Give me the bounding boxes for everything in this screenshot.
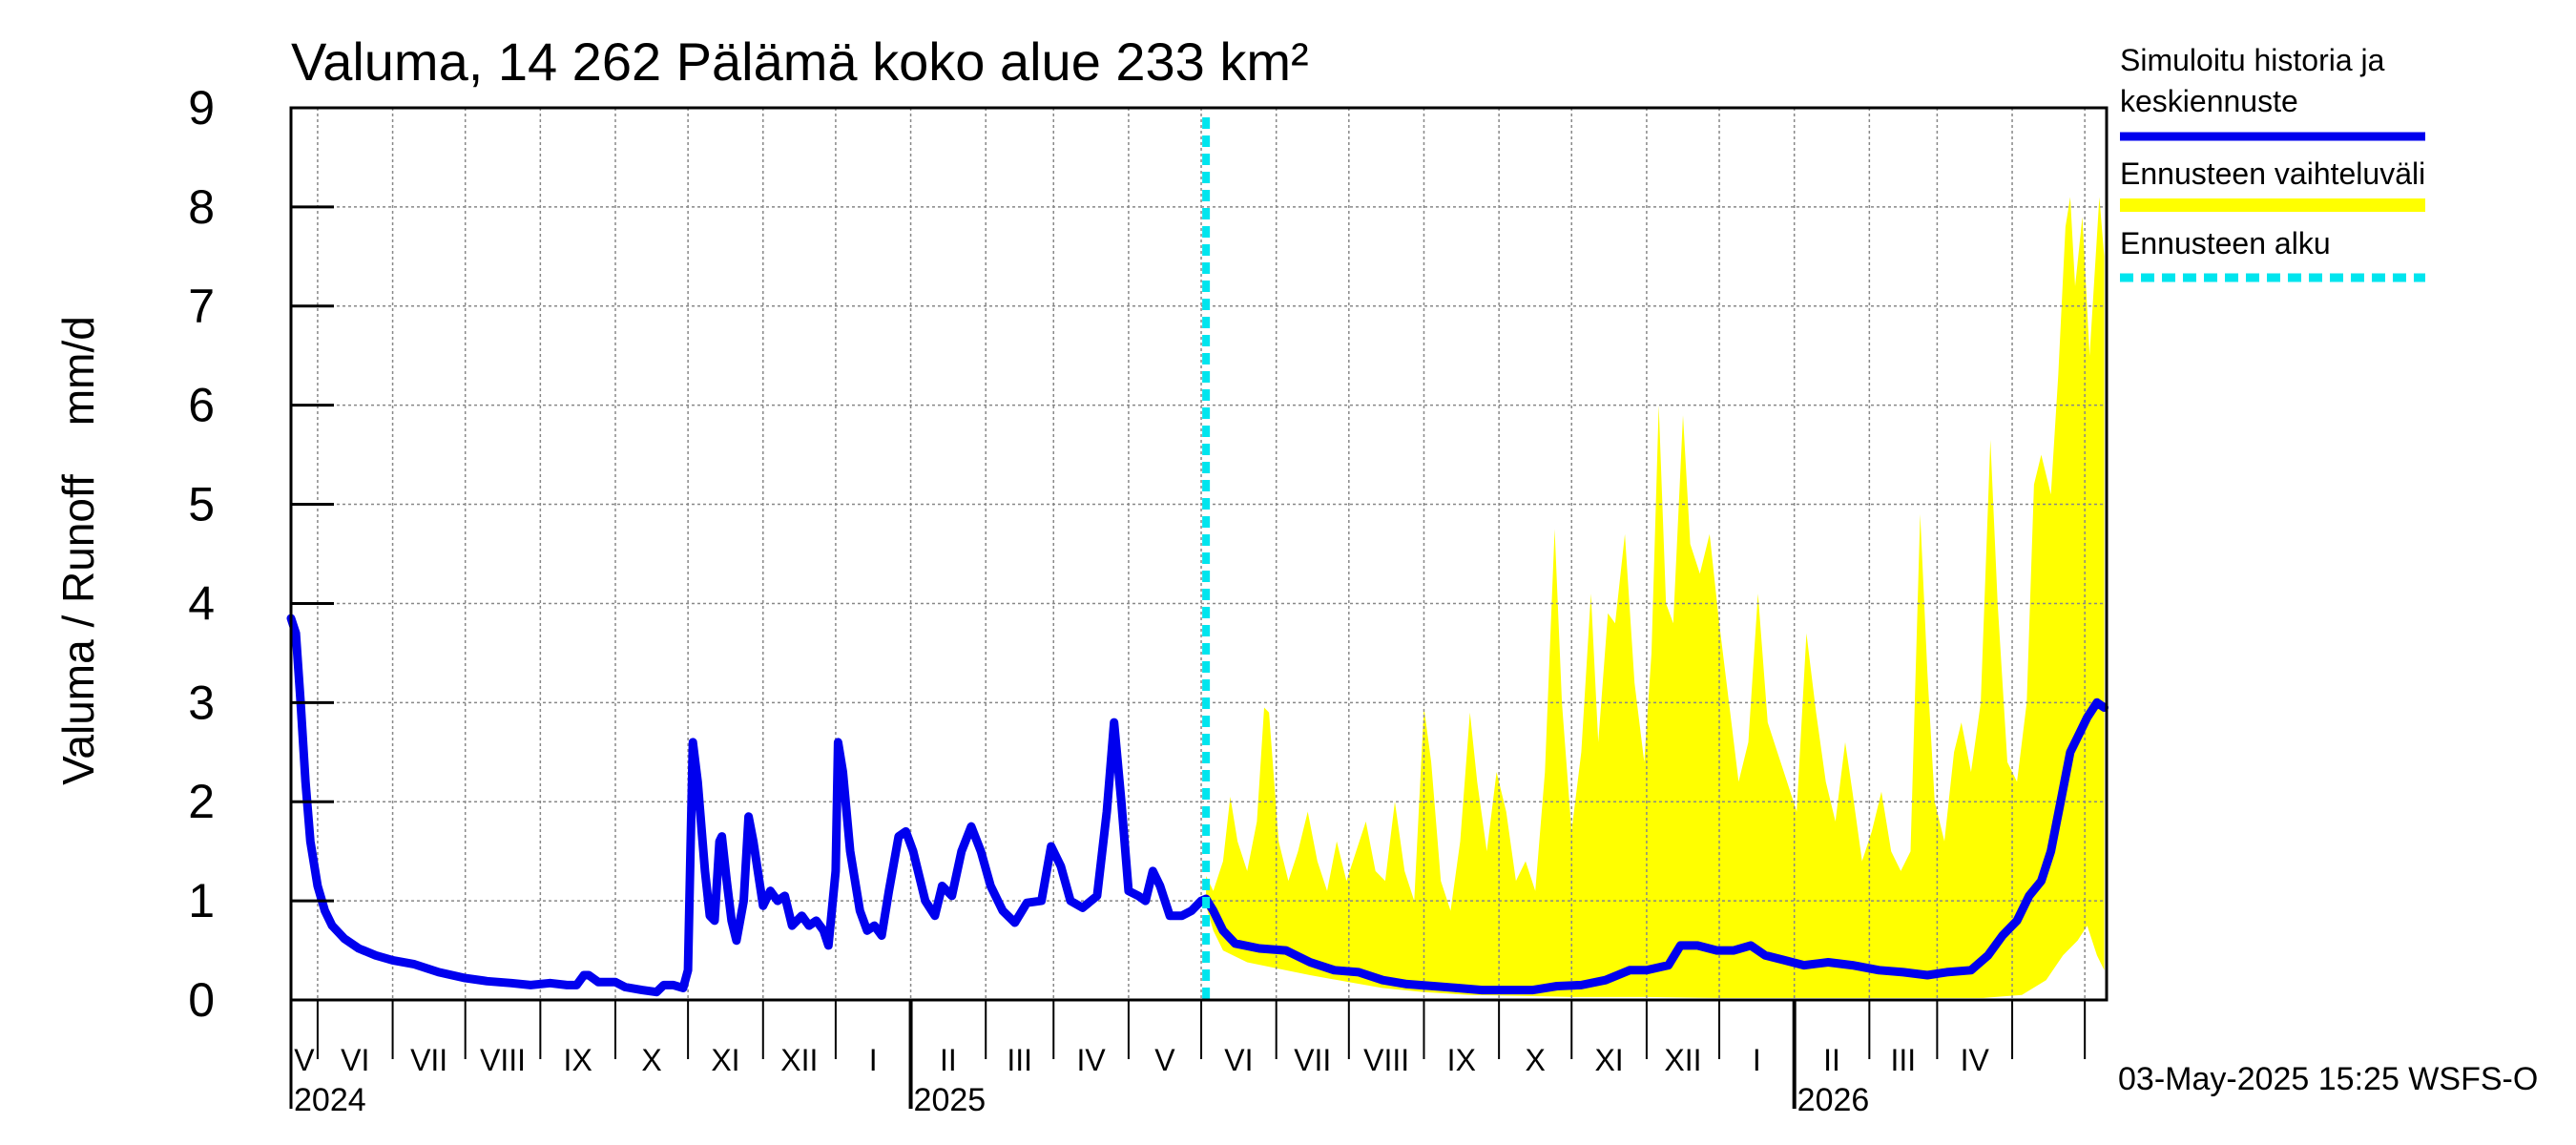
chart-title: Valuma, 14 262 Pälämä koko alue 233 km² bbox=[291, 31, 1309, 92]
month-label: II bbox=[1823, 1043, 1840, 1077]
month-label: II bbox=[940, 1043, 957, 1077]
legend-label: Simuloitu historia ja keskiennuste bbox=[2120, 43, 2385, 118]
month-label: VI bbox=[1224, 1043, 1253, 1077]
month-label: IX bbox=[564, 1043, 592, 1077]
y-tick-label: 2 bbox=[188, 775, 215, 828]
forecast-range-band-layer bbox=[1206, 197, 2105, 998]
month-label: VIII bbox=[480, 1043, 526, 1077]
month-label: X bbox=[641, 1043, 661, 1077]
year-label: 2025 bbox=[914, 1082, 987, 1118]
y-tick-label: 9 bbox=[188, 81, 215, 135]
year-label: 2026 bbox=[1797, 1082, 1870, 1118]
y-tick-label: 6 bbox=[188, 379, 215, 432]
footer-timestamp: 03-May-2025 15:25 WSFS-O bbox=[2118, 1061, 2538, 1097]
month-label: XII bbox=[780, 1043, 818, 1077]
month-label: I bbox=[869, 1043, 878, 1077]
legend-label: Ennusteen alku bbox=[2120, 226, 2331, 260]
month-label: IV bbox=[1961, 1043, 1990, 1077]
y-tick-label: 1 bbox=[188, 874, 215, 927]
legend-item: Ennusteen alku bbox=[2120, 226, 2425, 282]
y-tick-label: 4 bbox=[188, 576, 215, 630]
month-label: VIII bbox=[1363, 1043, 1409, 1077]
month-label: III bbox=[1891, 1043, 1917, 1077]
year-label: 2024 bbox=[294, 1082, 366, 1118]
simulated-runoff-line bbox=[286, 614, 2109, 997]
y-tick-label: 3 bbox=[188, 676, 215, 729]
month-label: I bbox=[1753, 1043, 1761, 1077]
month-label: XII bbox=[1664, 1043, 1701, 1077]
forecast-range-band bbox=[1206, 197, 2105, 998]
month-label: IX bbox=[1447, 1043, 1476, 1077]
month-label: IV bbox=[1076, 1043, 1106, 1077]
y-tick-label: 8 bbox=[188, 180, 215, 234]
y-axis-label: Valuma / Runoff mm/d bbox=[53, 316, 103, 785]
legend: Simuloitu historia ja keskiennuste Ennuste… bbox=[2120, 43, 2425, 282]
month-label: X bbox=[1526, 1043, 1546, 1077]
month-label: VII bbox=[410, 1043, 447, 1077]
legend-item: Simuloitu historia ja keskiennuste bbox=[2120, 43, 2425, 141]
y-tick-label: 5 bbox=[188, 478, 215, 531]
month-label: VI bbox=[341, 1043, 369, 1077]
month-label: V bbox=[294, 1043, 315, 1077]
legend-label: Ennusteen vaihteluväli bbox=[2120, 156, 2425, 191]
month-label: VII bbox=[1294, 1043, 1331, 1077]
month-label: V bbox=[1154, 1043, 1175, 1077]
y-tick-label: 7 bbox=[188, 280, 215, 333]
month-label: XI bbox=[711, 1043, 739, 1077]
y-tick-label: 0 bbox=[188, 973, 215, 1027]
month-label: III bbox=[1007, 1043, 1032, 1077]
series-line-layer bbox=[286, 614, 2109, 997]
month-label: XI bbox=[1594, 1043, 1623, 1077]
legend-item: Ennusteen vaihteluväli bbox=[2120, 156, 2425, 212]
